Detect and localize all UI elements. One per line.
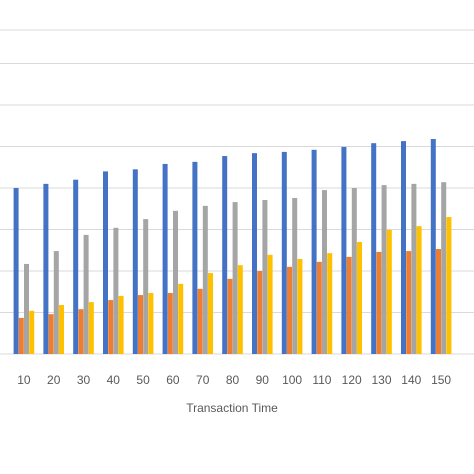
bar: [262, 200, 268, 354]
bar: [311, 149, 317, 354]
bar: [43, 183, 49, 354]
bar: [287, 266, 292, 354]
bar: [202, 205, 208, 354]
bars: [13, 139, 452, 354]
bar: [257, 271, 263, 354]
bar: [357, 241, 362, 354]
bar: [197, 288, 203, 354]
bar: [138, 295, 143, 354]
bar: [108, 300, 114, 354]
bar: [173, 210, 178, 354]
bar: [208, 273, 213, 354]
bar: [351, 188, 357, 354]
x-tick-label: 30: [77, 373, 91, 387]
bar: [252, 153, 257, 354]
bar: [53, 251, 59, 354]
x-tick-label: 40: [107, 373, 121, 387]
x-tick-label: 150: [431, 373, 451, 387]
bar: [436, 249, 441, 354]
bar: [441, 182, 447, 354]
bar: [18, 317, 24, 354]
x-axis-title: Transaction Time: [186, 401, 278, 415]
bar: [148, 292, 154, 354]
bar: [237, 265, 243, 354]
bar: [78, 309, 84, 354]
x-tick-label: 100: [282, 373, 302, 387]
bar: [416, 226, 422, 354]
bar: [143, 219, 149, 354]
bar: [103, 171, 108, 354]
bar: [73, 179, 79, 354]
bar: [406, 251, 412, 354]
bar: [227, 278, 233, 354]
bar: [376, 251, 382, 354]
bar: [113, 227, 119, 354]
bar: [167, 292, 173, 354]
bar: [341, 146, 347, 354]
bar: [267, 254, 273, 354]
x-tick-label: 60: [166, 373, 180, 387]
x-tick-label: 120: [342, 373, 362, 387]
bar: [88, 302, 94, 354]
bar: [192, 161, 198, 354]
bar: [222, 156, 228, 354]
x-tick-label: 110: [312, 373, 331, 387]
bar: [232, 202, 238, 354]
x-tick-label: 10: [17, 373, 31, 387]
bar: [13, 188, 19, 354]
bar: [29, 310, 35, 354]
bar: [430, 139, 436, 354]
x-tick-label: 50: [136, 373, 150, 387]
x-tick-label: 90: [256, 373, 270, 387]
bar: [83, 234, 89, 354]
bar: [297, 258, 303, 354]
bar: [59, 305, 64, 354]
bar: [386, 229, 392, 354]
bar: [118, 295, 124, 354]
bar: [132, 169, 138, 354]
bar: [178, 283, 184, 354]
x-tick-label: 80: [226, 373, 240, 387]
bar: [24, 263, 29, 354]
bar: [162, 163, 168, 354]
bar: [346, 256, 352, 354]
bar: [446, 217, 452, 354]
bar: [371, 143, 377, 354]
bar: [381, 185, 387, 354]
bar: [316, 261, 322, 354]
bar: [327, 253, 333, 354]
bar: [281, 151, 287, 354]
x-tick-label: 20: [47, 373, 61, 387]
x-tick-label: 130: [371, 373, 391, 387]
x-tick-label: 140: [401, 373, 421, 387]
bar: [411, 183, 417, 354]
bar: [48, 314, 54, 354]
bar: [322, 190, 327, 354]
bar: [292, 197, 298, 354]
x-tick-label: 70: [196, 373, 210, 387]
bar: [401, 141, 406, 354]
